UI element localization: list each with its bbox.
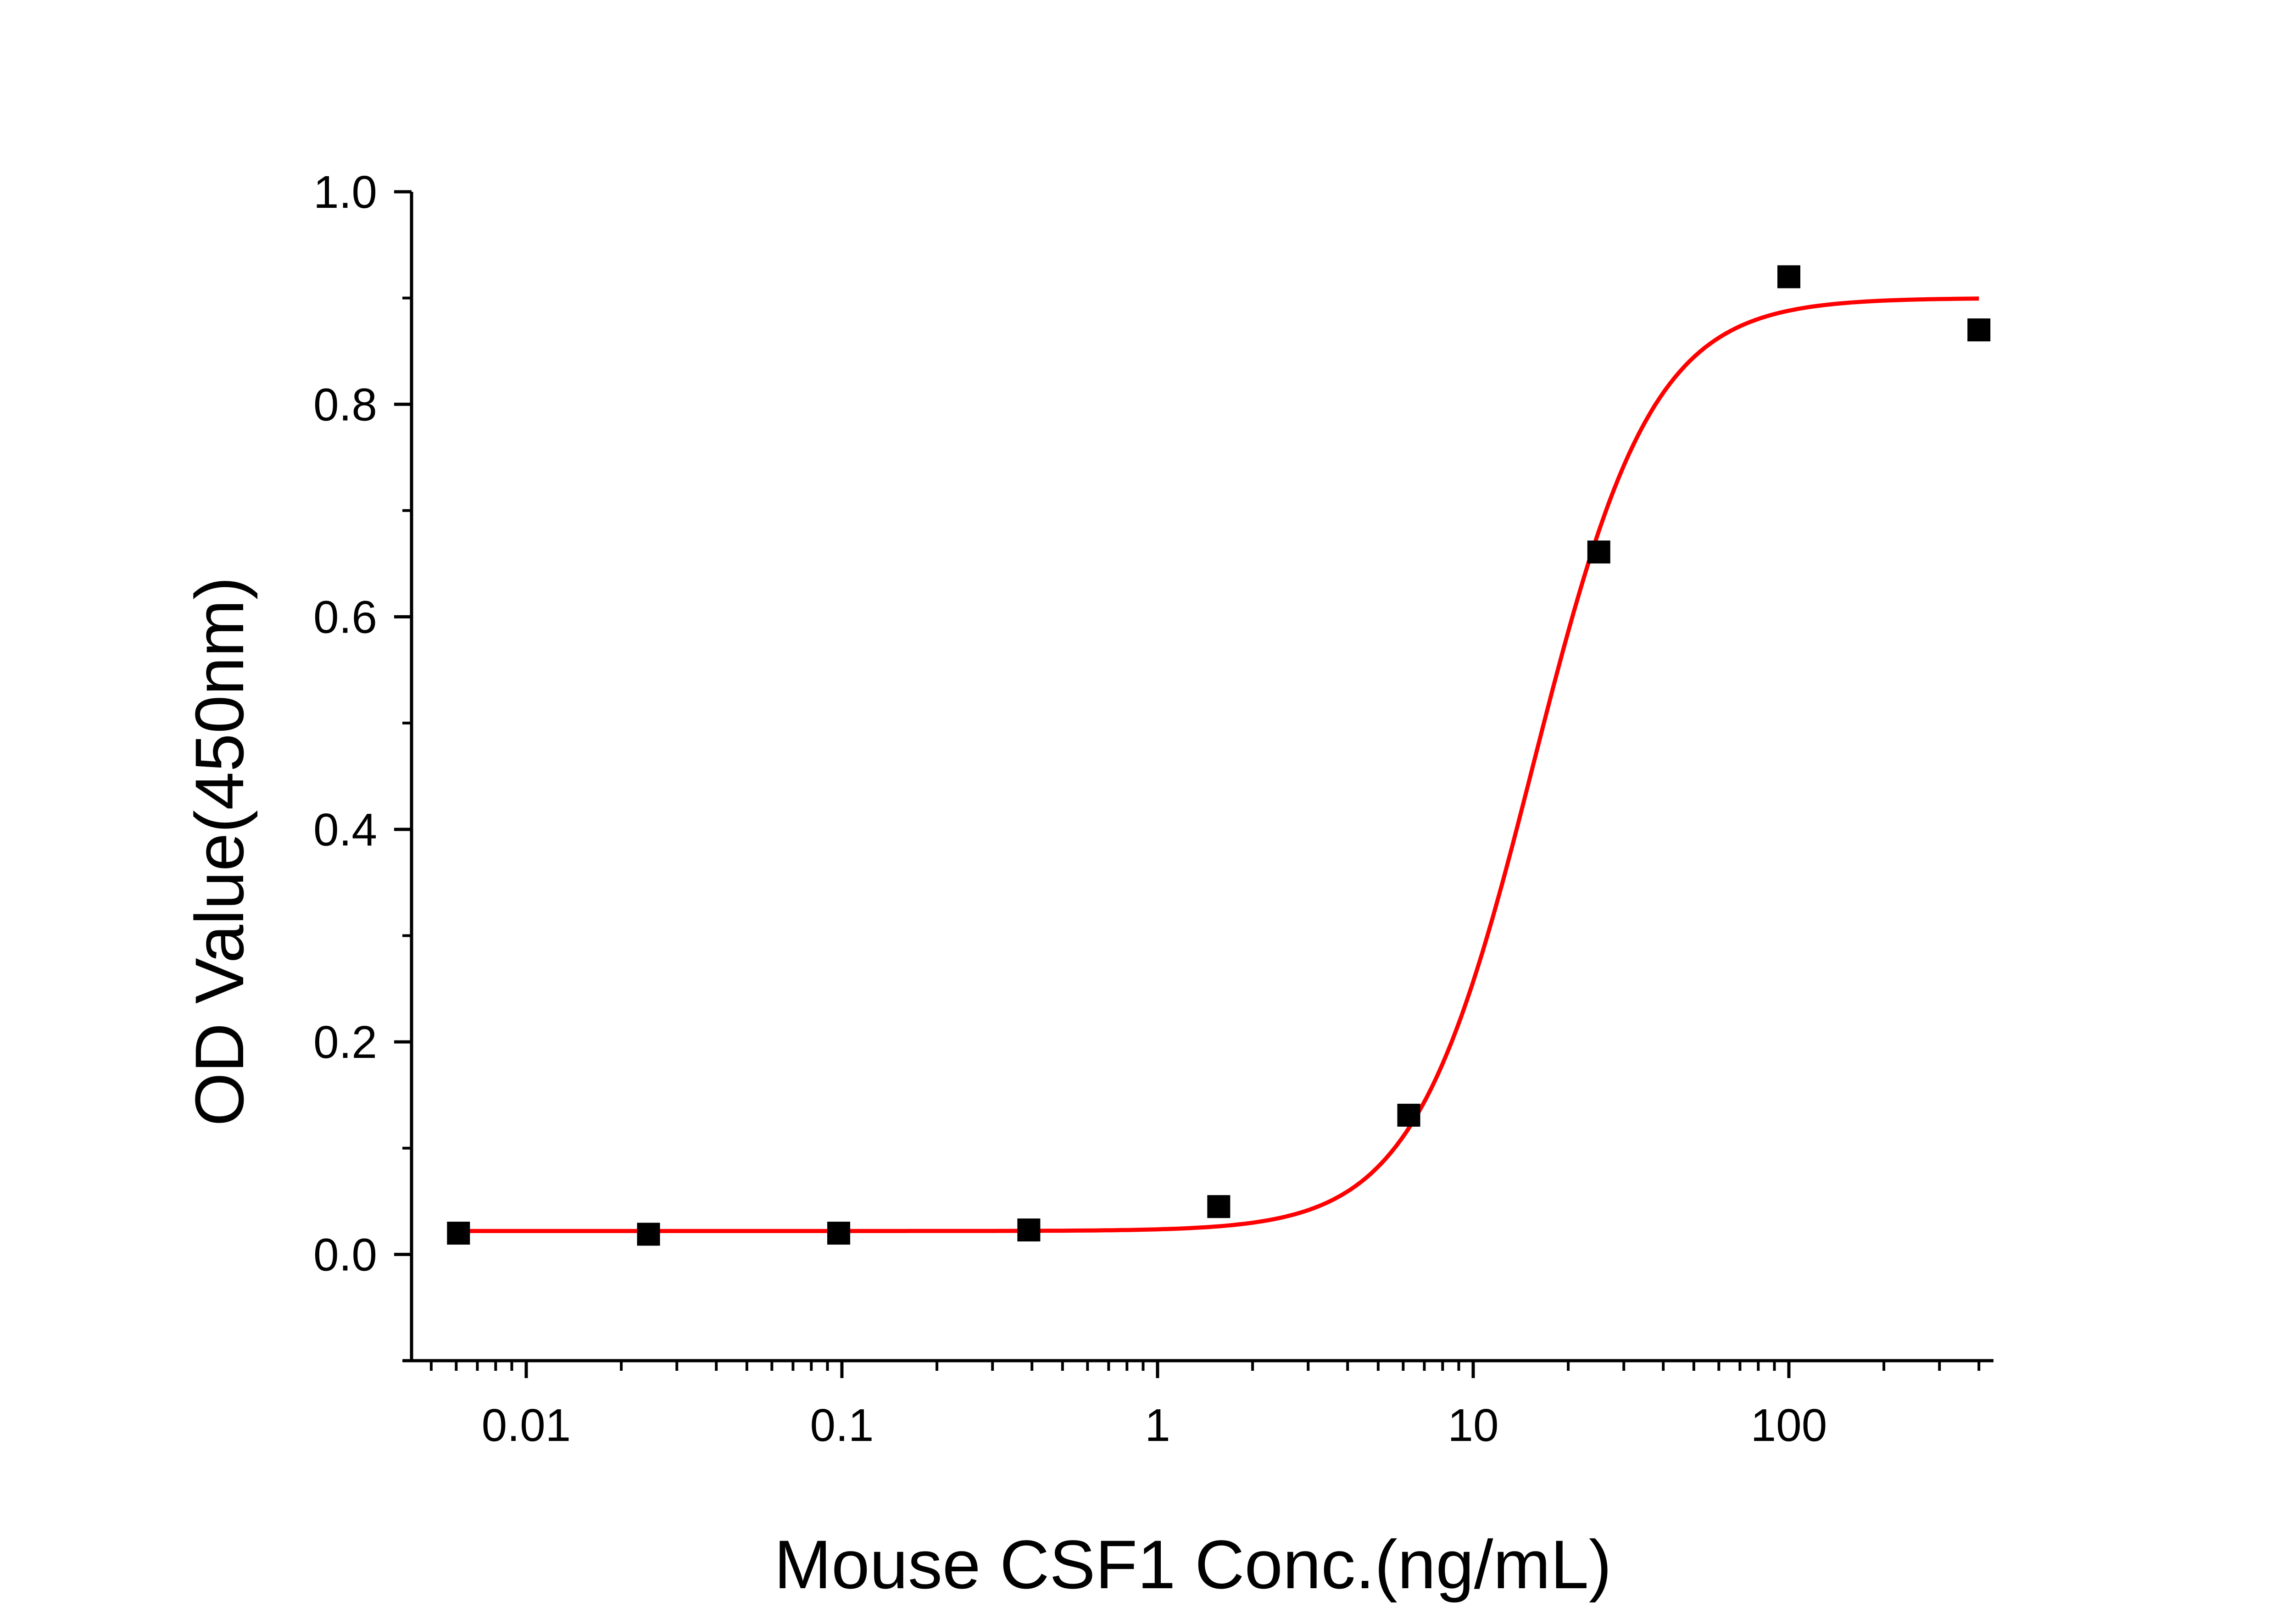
fit-curve-layer	[458, 296, 1979, 1233]
data-point	[1967, 318, 1991, 342]
y-tick-label: 0.2	[313, 1017, 377, 1068]
x-tick-label: 0.01	[482, 1400, 571, 1451]
y-tick-label: 0.4	[313, 804, 377, 856]
axes: 0.0 0.2 0.4 0.6 0.8 1.0 0.01 0.1 1 10 100	[313, 167, 1993, 1451]
x-tick-label: 0.1	[810, 1400, 874, 1451]
data-point	[447, 1222, 470, 1245]
y-tick-label: 0.8	[313, 379, 377, 430]
x-axis-title: Mouse CSF1 Conc.(ng/mL)	[774, 1526, 1612, 1603]
data-point	[1207, 1195, 1231, 1218]
x-tick-label: 10	[1448, 1400, 1498, 1451]
data-point	[1587, 540, 1610, 564]
fit-curve	[458, 296, 1979, 1233]
x-axis-ticks: 0.01 0.1 1 10 100	[429, 1361, 1981, 1451]
x-tick-label: 1	[1145, 1400, 1170, 1451]
y-axis-ticks: 0.0 0.2 0.4 0.6 0.8 1.0	[313, 167, 412, 1362]
data-point	[1017, 1218, 1041, 1242]
y-axis-title: OD Value(450nm)	[181, 577, 258, 1126]
data-point	[1777, 265, 1800, 289]
y-tick-label: 0.0	[313, 1229, 377, 1280]
x-tick-label: 100	[1751, 1400, 1827, 1451]
y-tick-label: 1.0	[313, 167, 377, 218]
data-point	[1397, 1103, 1420, 1127]
y-tick-label: 0.6	[313, 592, 377, 643]
data-point	[827, 1222, 851, 1245]
data-points-layer	[447, 265, 1991, 1246]
data-point	[637, 1223, 660, 1246]
